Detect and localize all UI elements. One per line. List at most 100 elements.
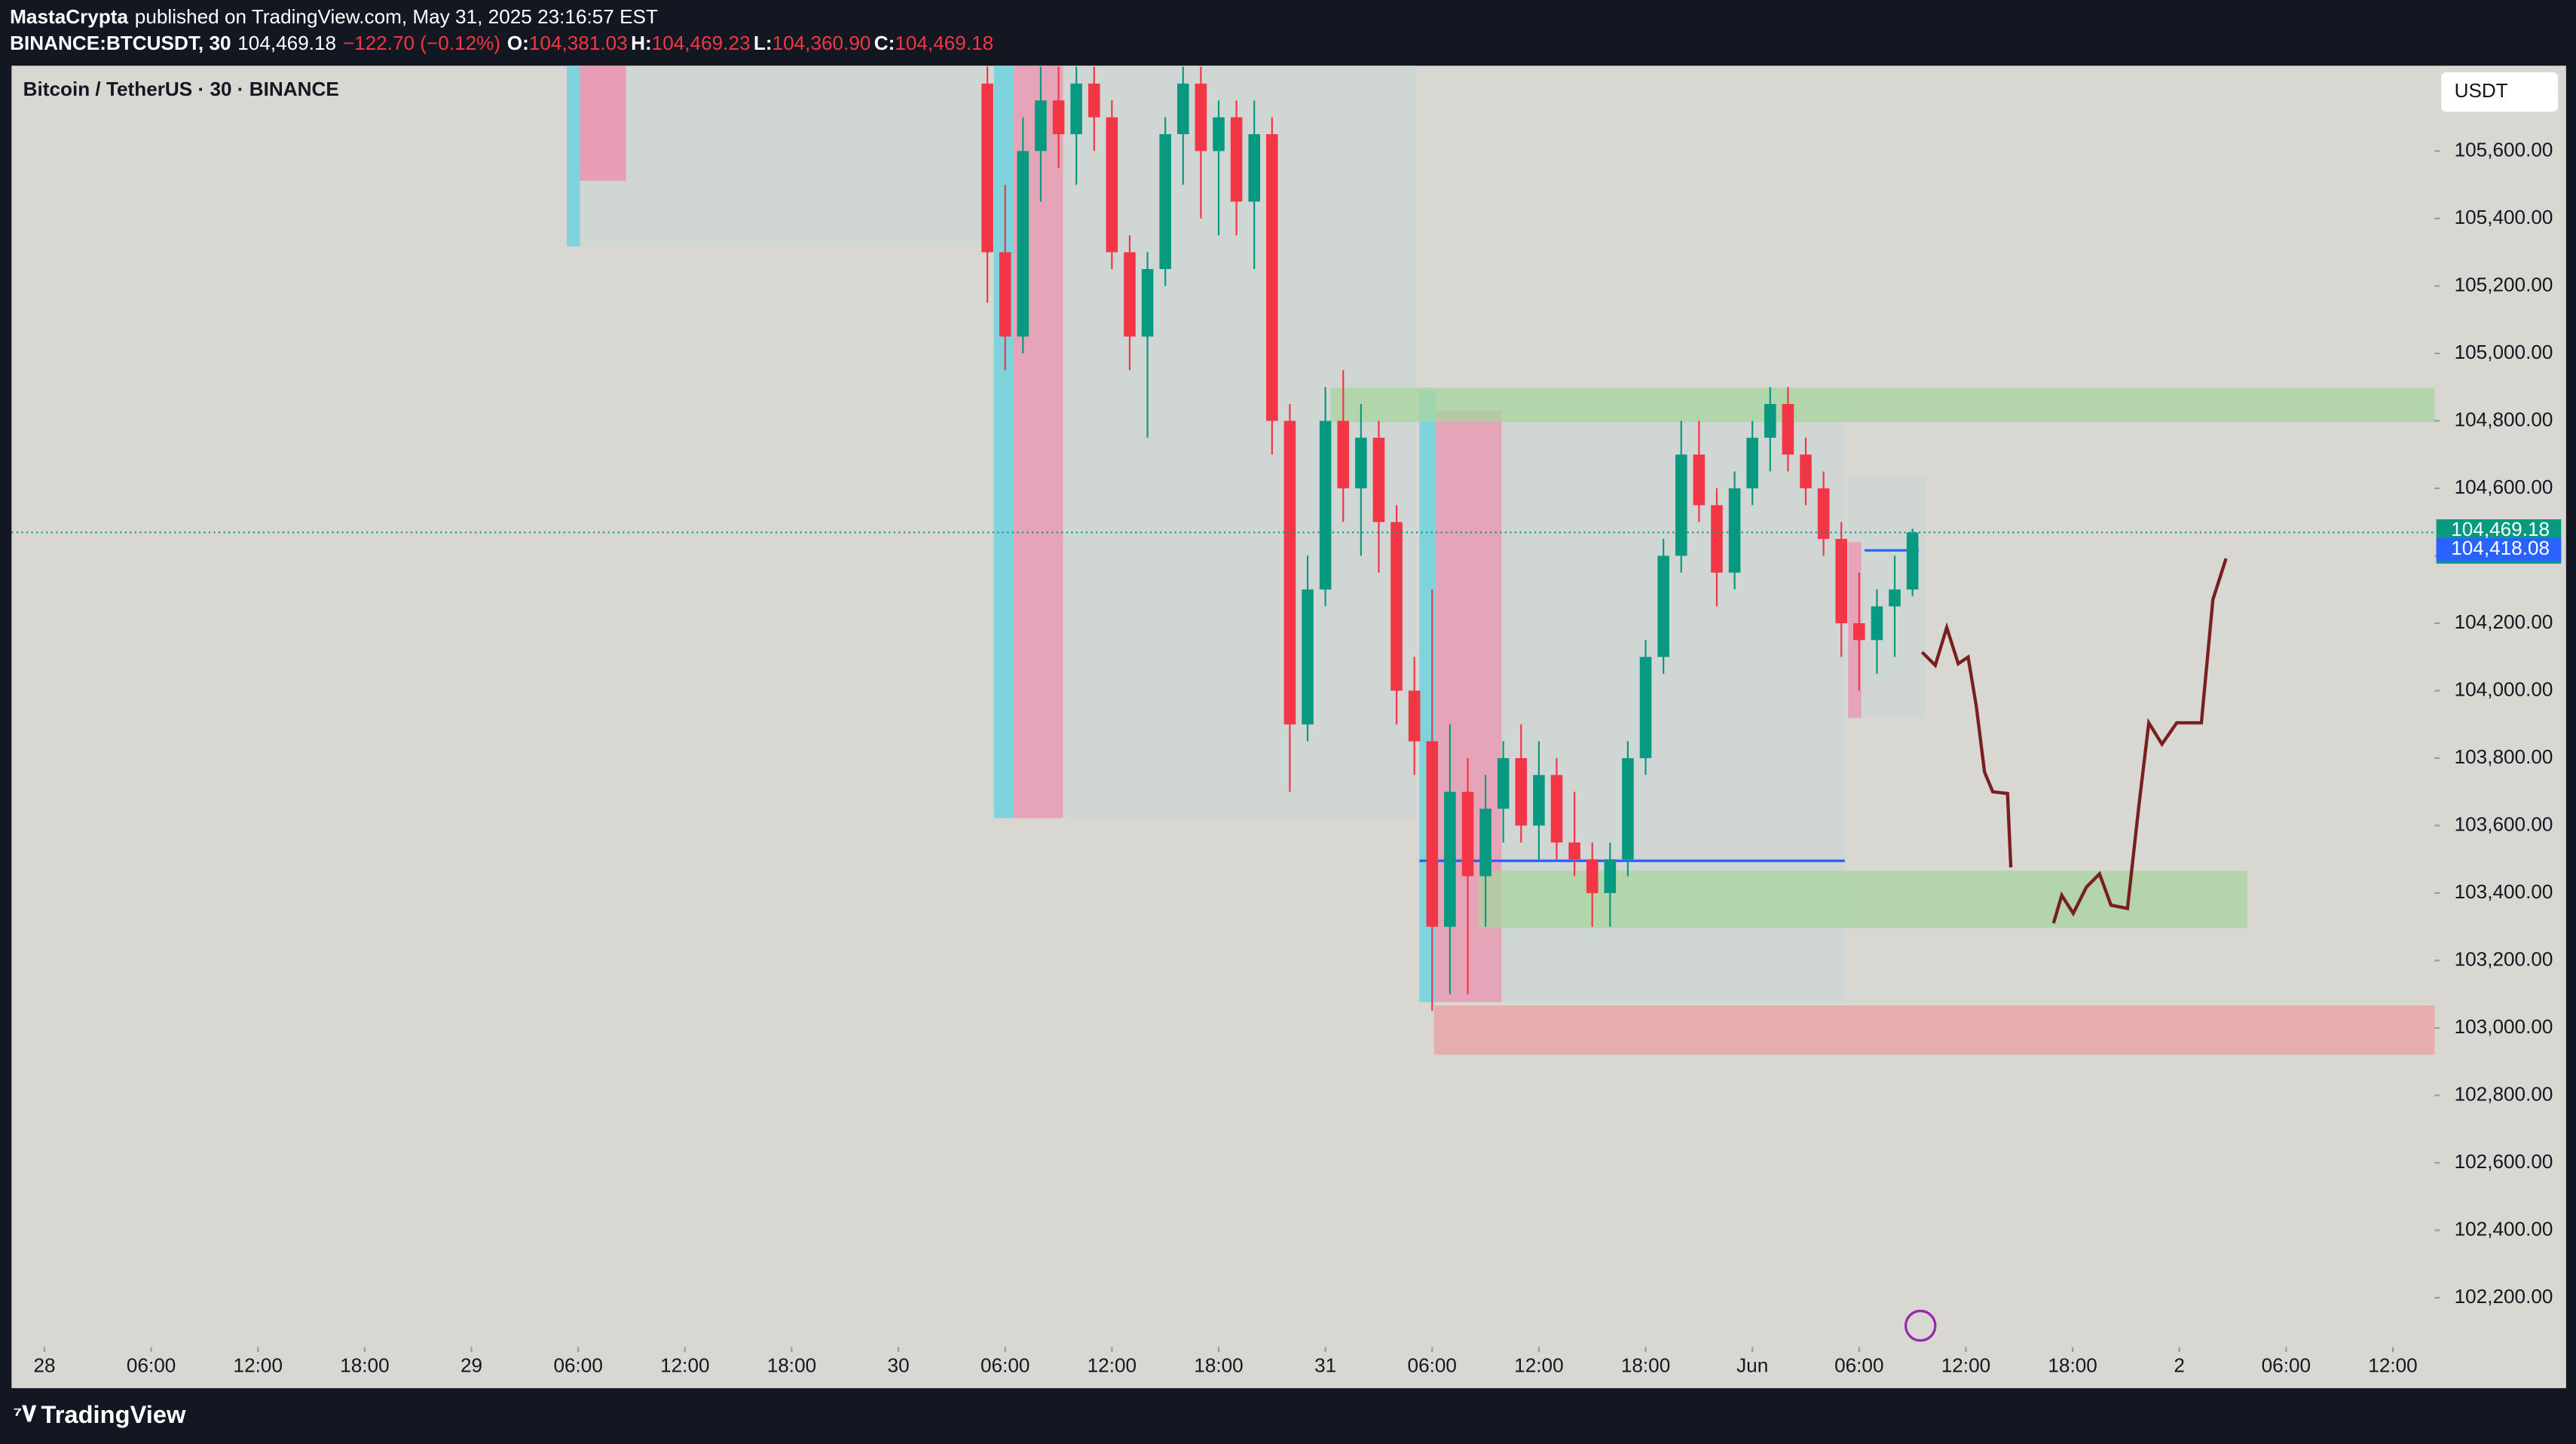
x-tick-label: 12:00	[234, 1354, 283, 1376]
candle-body	[1800, 454, 1812, 488]
x-tick-label: 2	[2174, 1354, 2185, 1376]
profile-box	[567, 66, 986, 246]
candle-body	[1728, 488, 1741, 573]
x-tick-label: 12:00	[1941, 1354, 1990, 1376]
ohlc-line: BINANCE:BTCUSDT, 30 104,469.18 −122.70 (−0…	[10, 32, 993, 54]
event-icon[interactable]	[1904, 1309, 1937, 1342]
l-label: L:	[754, 32, 772, 54]
currency-box	[2441, 72, 2558, 112]
candle-body	[1159, 134, 1171, 270]
y-tick-label: 103,600.00	[2455, 812, 2553, 835]
change: −122.70 (−0.12%)	[343, 32, 500, 54]
brand: ⁷𝐕 TradingView	[14, 1400, 187, 1428]
candle-body	[1497, 757, 1510, 809]
candle-body	[1070, 83, 1082, 135]
candle-body	[1052, 100, 1065, 135]
published: published on TradingView.com, May 31, 20…	[135, 5, 658, 28]
candle-body	[1622, 757, 1634, 860]
profile-volume	[993, 66, 1014, 818]
h-label: H:	[631, 32, 652, 54]
x-tick-label: 18:00	[340, 1354, 389, 1376]
candle-body	[1764, 404, 1776, 438]
candle-body	[1515, 757, 1528, 826]
l: 104,360.90	[772, 32, 871, 54]
candle-body	[1639, 656, 1652, 758]
currency: USDT	[2455, 79, 2508, 102]
supply-zone	[1330, 387, 2435, 423]
o-label: O:	[507, 32, 529, 54]
x-tick-label: 06:00	[981, 1354, 1029, 1376]
price-tag-label: 104,469.18	[2451, 518, 2550, 540]
y-tick-label: 105,400.00	[2455, 206, 2553, 228]
candle-body	[1035, 100, 1047, 151]
y-tick-label: 104,000.00	[2455, 678, 2553, 700]
candle-body	[1889, 589, 1901, 607]
candle-body	[1657, 555, 1669, 657]
candle-body	[1390, 522, 1403, 691]
y-tick-label: 102,600.00	[2455, 1150, 2553, 1173]
c: 104,469.18	[895, 32, 993, 54]
y-tick-label: 103,400.00	[2455, 880, 2553, 903]
y-tick-label: 104,200.00	[2455, 610, 2553, 633]
x-tick-label: 06:00	[1408, 1354, 1457, 1376]
candle-body	[1266, 134, 1278, 421]
y-tick-label: 103,000.00	[2455, 1015, 2553, 1038]
x-tick-label: 30	[888, 1354, 910, 1376]
candle-body	[1176, 83, 1189, 135]
candle-body	[1817, 488, 1830, 540]
header-line: MastaCrypta published on TradingView.com,…	[10, 5, 658, 28]
y-tick-label: 105,000.00	[2455, 341, 2553, 363]
y-tick-label: 105,200.00	[2455, 273, 2553, 295]
x-tick-label: 31	[1314, 1354, 1336, 1376]
candle-body	[1141, 269, 1154, 337]
y-tick-label: 105,600.00	[2455, 138, 2553, 161]
candle-body	[1782, 404, 1794, 455]
candle-body	[1586, 859, 1599, 893]
candle-body	[1835, 539, 1847, 623]
candle-body	[999, 252, 1011, 337]
candle-body	[1283, 421, 1296, 725]
candle-body	[1337, 421, 1350, 488]
candle-body	[1444, 791, 1456, 927]
x-tick-label: 28	[33, 1354, 55, 1376]
candle-body	[1195, 83, 1207, 151]
y-tick-label: 104,800.00	[2455, 408, 2553, 430]
legend: Bitcoin / TetherUS · 30 · BINANCE	[23, 78, 339, 100]
publisher: MastaCrypta	[10, 5, 128, 28]
o: 104,381.03	[529, 32, 628, 54]
candle-body	[1711, 505, 1723, 573]
x-tick-label: 06:00	[1834, 1354, 1883, 1376]
h: 104,469.23	[652, 32, 751, 54]
brand-name: TradingView	[41, 1400, 187, 1428]
candle-body	[1106, 117, 1118, 252]
candle-body	[1906, 532, 1919, 590]
y-tick-label: 103,200.00	[2455, 947, 2553, 970]
candle-body	[1461, 791, 1474, 876]
candle-body	[1533, 775, 1545, 826]
candle-body	[1675, 454, 1687, 556]
y-tick-label: 102,200.00	[2455, 1285, 2553, 1308]
x-tick-label: 06:00	[2262, 1354, 2311, 1376]
x-tick-label: 18:00	[1194, 1354, 1243, 1376]
x-tick-label: 12:00	[1514, 1354, 1563, 1376]
candle-body	[1871, 606, 1883, 641]
candle-body	[1088, 83, 1100, 118]
projection-path	[2051, 558, 2228, 924]
candle-body	[1693, 454, 1706, 506]
x-tick-label: Jun	[1736, 1354, 1768, 1376]
x-tick-label: 06:00	[553, 1354, 602, 1376]
x-tick-label: 29	[460, 1354, 482, 1376]
y-tick-label: 103,800.00	[2455, 745, 2553, 768]
candle-body	[1408, 690, 1421, 742]
header: MastaCrypta published on TradingView.com,…	[10, 5, 993, 54]
x-tick-label: 18:00	[767, 1354, 816, 1376]
c-label: C:	[874, 32, 895, 54]
candle-body	[1479, 809, 1491, 876]
candle-body	[1853, 623, 1865, 641]
price-tag-label: 104,418.08	[2451, 537, 2550, 559]
candle-body	[1230, 117, 1243, 202]
x-tick-label: 12:00	[1088, 1354, 1137, 1376]
last: 104,469.18	[237, 32, 336, 54]
candle-body	[1568, 842, 1580, 860]
